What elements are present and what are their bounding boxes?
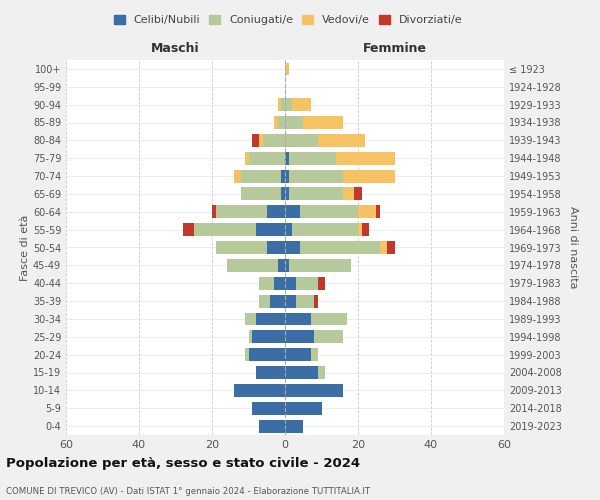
Bar: [318, 366, 325, 379]
Bar: [285, 259, 289, 272]
Bar: [285, 402, 322, 414]
Bar: [285, 330, 314, 343]
Bar: [248, 348, 285, 361]
Bar: [285, 348, 311, 361]
Bar: [343, 188, 355, 200]
Bar: [285, 294, 296, 308]
Bar: [259, 420, 285, 432]
Bar: [376, 206, 380, 218]
Bar: [387, 241, 395, 254]
Bar: [212, 206, 215, 218]
Bar: [278, 98, 281, 111]
Bar: [274, 277, 285, 289]
Bar: [259, 134, 263, 147]
Bar: [256, 366, 285, 379]
Bar: [343, 170, 395, 182]
Bar: [285, 241, 299, 254]
Bar: [358, 206, 376, 218]
Bar: [285, 384, 343, 397]
Bar: [292, 98, 311, 111]
Bar: [215, 206, 267, 218]
Bar: [299, 241, 380, 254]
Bar: [296, 294, 314, 308]
Bar: [278, 259, 285, 272]
Bar: [234, 384, 285, 397]
Text: Popolazione per età, sesso e stato civile - 2024: Popolazione per età, sesso e stato civil…: [6, 458, 360, 470]
Bar: [285, 116, 303, 129]
Bar: [336, 152, 395, 164]
Bar: [241, 188, 281, 200]
Bar: [285, 188, 289, 200]
Bar: [285, 62, 289, 76]
Bar: [289, 188, 343, 200]
Bar: [215, 241, 267, 254]
Bar: [252, 330, 285, 343]
Bar: [355, 188, 362, 200]
Bar: [245, 348, 248, 361]
Bar: [380, 241, 387, 254]
Bar: [318, 134, 365, 147]
Bar: [245, 312, 256, 326]
Bar: [289, 152, 336, 164]
Bar: [285, 206, 299, 218]
Bar: [263, 134, 285, 147]
Bar: [256, 223, 285, 236]
Bar: [183, 223, 194, 236]
Bar: [296, 277, 318, 289]
Bar: [267, 206, 285, 218]
Legend: Celibi/Nubili, Coniugati/e, Vedovi/e, Divorziati/e: Celibi/Nubili, Coniugati/e, Vedovi/e, Di…: [109, 10, 467, 30]
Bar: [285, 420, 303, 432]
Bar: [274, 116, 278, 129]
Bar: [271, 294, 285, 308]
Bar: [259, 277, 274, 289]
Bar: [256, 312, 285, 326]
Bar: [318, 277, 325, 289]
Bar: [227, 259, 278, 272]
Text: Femmine: Femmine: [362, 42, 427, 54]
Bar: [241, 170, 281, 182]
Bar: [234, 170, 241, 182]
Bar: [248, 330, 252, 343]
Bar: [281, 188, 285, 200]
Bar: [314, 294, 318, 308]
Bar: [281, 170, 285, 182]
Bar: [252, 134, 259, 147]
Bar: [285, 223, 292, 236]
Bar: [259, 294, 271, 308]
Bar: [285, 312, 311, 326]
Bar: [311, 348, 318, 361]
Y-axis label: Fasce di età: Fasce di età: [20, 214, 30, 280]
Bar: [358, 223, 362, 236]
Bar: [252, 402, 285, 414]
Bar: [285, 277, 296, 289]
Bar: [285, 170, 289, 182]
Bar: [285, 366, 318, 379]
Bar: [278, 116, 285, 129]
Text: Maschi: Maschi: [151, 42, 200, 54]
Bar: [245, 152, 248, 164]
Bar: [289, 259, 350, 272]
Bar: [285, 98, 292, 111]
Bar: [303, 116, 343, 129]
Bar: [267, 241, 285, 254]
Bar: [362, 223, 369, 236]
Bar: [299, 206, 358, 218]
Bar: [285, 152, 289, 164]
Bar: [281, 98, 285, 111]
Bar: [314, 330, 343, 343]
Bar: [194, 223, 256, 236]
Bar: [248, 152, 285, 164]
Bar: [311, 312, 347, 326]
Text: COMUNE DI TREVICO (AV) - Dati ISTAT 1° gennaio 2024 - Elaborazione TUTTITALIA.IT: COMUNE DI TREVICO (AV) - Dati ISTAT 1° g…: [6, 488, 370, 496]
Bar: [292, 223, 358, 236]
Bar: [289, 170, 343, 182]
Y-axis label: Anni di nascita: Anni di nascita: [568, 206, 578, 289]
Bar: [285, 134, 318, 147]
